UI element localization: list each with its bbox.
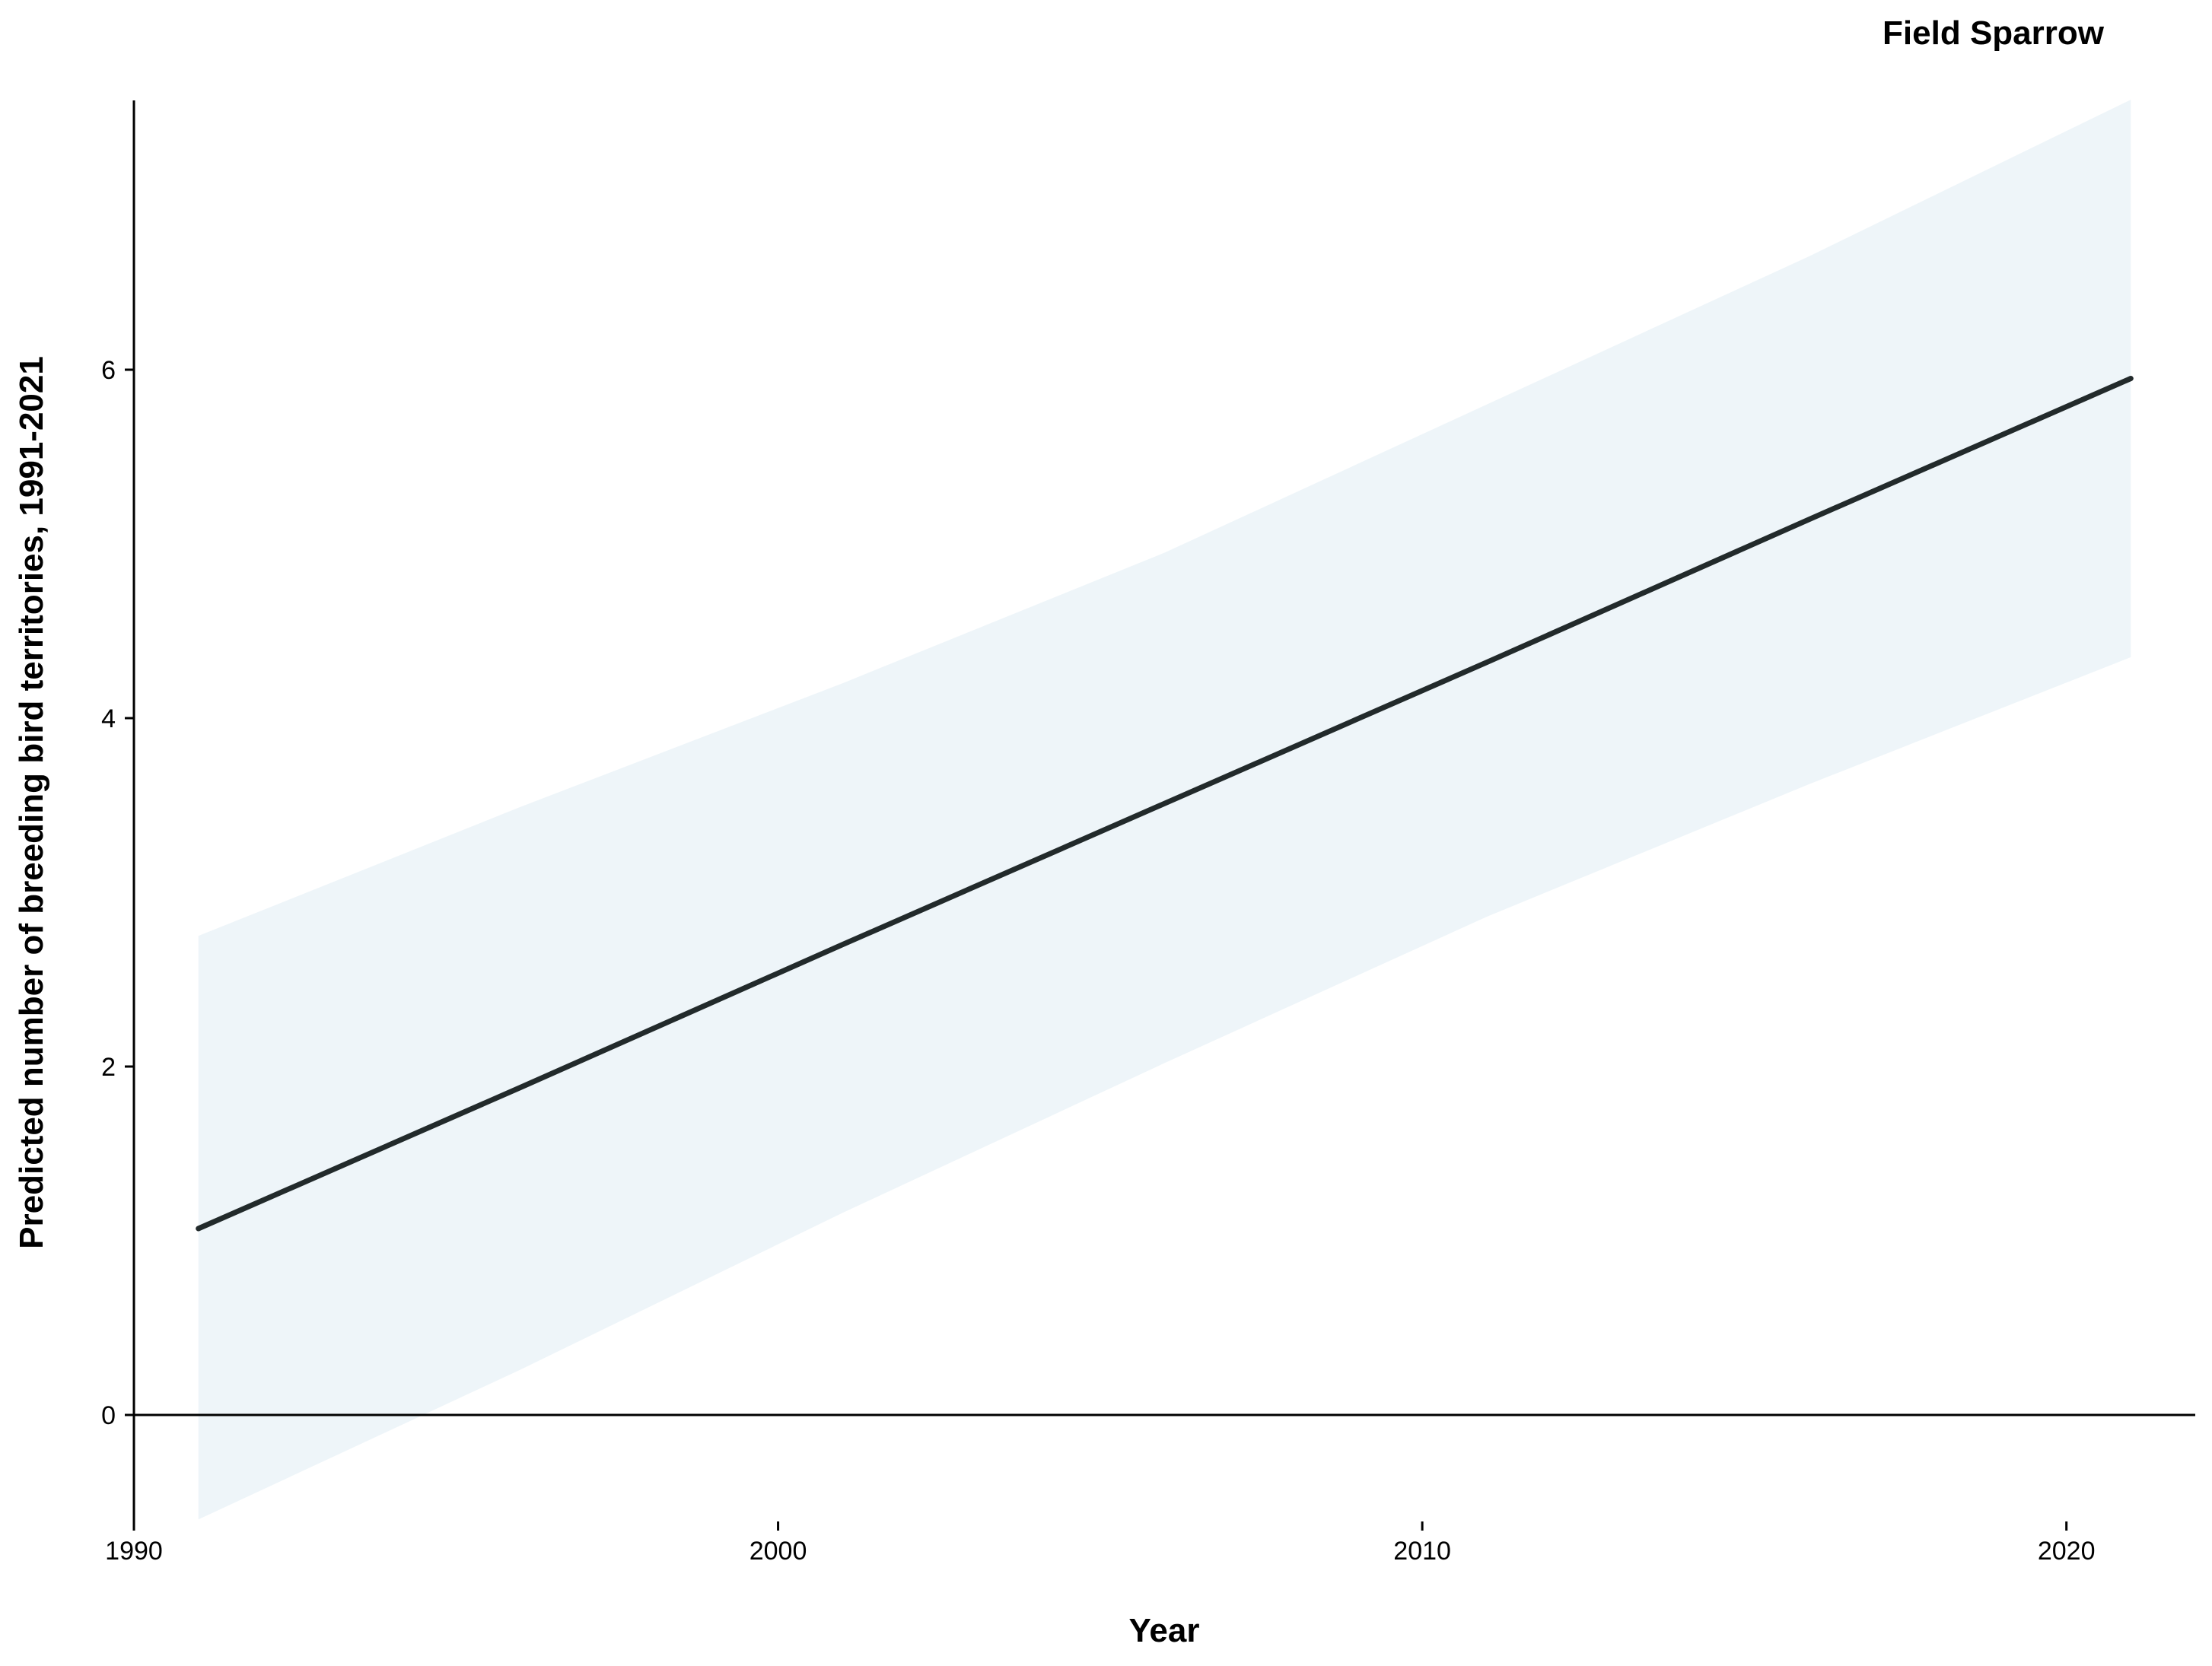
y-tick-label: 6 xyxy=(101,356,116,385)
ribbon-layer xyxy=(198,100,2131,1520)
y-ticks: 0 2 4 6 xyxy=(101,356,134,1430)
confidence-ribbon xyxy=(198,100,2131,1520)
x-tick-label: 1990 xyxy=(105,1537,163,1566)
trend-line xyxy=(196,376,2134,1232)
x-tick-label: 2000 xyxy=(750,1537,807,1566)
y-tick-label: 4 xyxy=(101,704,116,733)
x-tick-label: 2020 xyxy=(2038,1537,2096,1566)
x-axis-title: Year xyxy=(1129,1612,1200,1649)
x-ticks: 1990 2000 2010 2020 xyxy=(105,1521,2096,1566)
y-axis-title: Predicted number of breeding bird territ… xyxy=(13,356,50,1249)
axis-layer: 1990 2000 2010 2020 0 2 4 6 xyxy=(101,100,2096,1566)
line-layer xyxy=(196,376,2134,1232)
y-tick-label: 2 xyxy=(101,1053,116,1082)
x-tick-label: 2010 xyxy=(1393,1537,1451,1566)
chart-title: Field Sparrow xyxy=(1883,14,2105,52)
y-tick-label: 0 xyxy=(101,1401,116,1430)
